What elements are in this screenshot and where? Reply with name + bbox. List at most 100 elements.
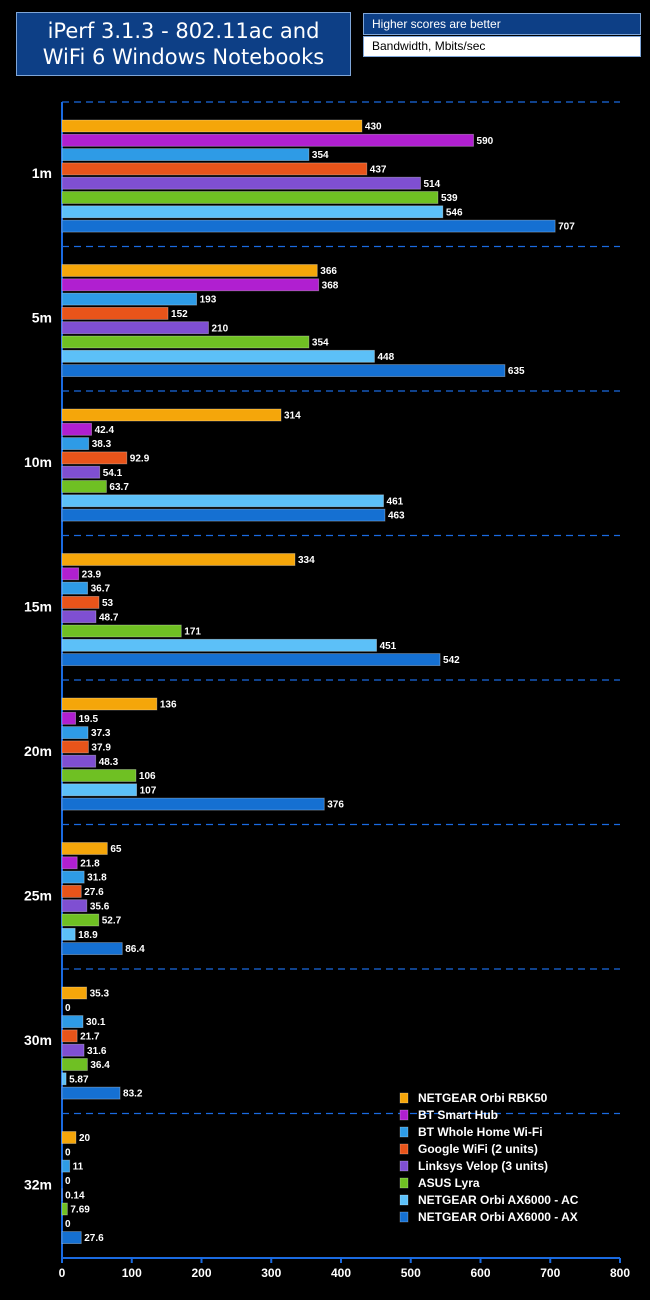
chart-title: iPerf 3.1.3 - 802.11ac and WiFi 6 Window… [16,12,351,76]
legend-marker [399,1143,409,1155]
bar [61,726,89,739]
bar [61,278,320,292]
data-label: 11 [73,1162,84,1173]
data-label: 0 [65,1219,71,1230]
data-label: 437 [370,165,387,176]
y-tick-label: 5m [32,309,52,325]
bar [61,942,123,955]
bar [61,1043,85,1057]
bar [61,769,137,782]
x-tick-label: 400 [331,1266,351,1280]
data-label: 86.4 [125,944,145,955]
legend-marker [399,1160,409,1172]
data-label: 54.1 [103,468,123,479]
data-label: 7.69 [70,1205,90,1216]
data-label: 542 [443,655,460,666]
data-label: 463 [388,511,405,522]
data-label: 48.3 [99,757,119,768]
data-label: 539 [441,193,458,204]
bar [61,408,282,422]
data-label: 334 [298,555,315,566]
bar [61,422,92,436]
bar [61,610,97,624]
data-label: 451 [380,641,397,652]
data-label: 210 [211,323,228,334]
bar [61,1015,84,1028]
bar [61,1086,121,1100]
x-tick-label: 600 [470,1266,490,1280]
x-tick-label: 700 [540,1266,560,1280]
data-label: 36.4 [90,1060,110,1071]
bar [61,1159,71,1173]
bar [61,451,128,465]
data-label: 19.5 [79,714,99,725]
bar [61,205,444,219]
data-label: 52.7 [102,916,122,927]
data-label: 38.3 [92,439,112,450]
bar [61,321,209,335]
y-tick-label: 20m [24,743,52,759]
data-label: 18.9 [78,930,98,941]
data-label: 635 [508,366,525,377]
y-tick-label: 10m [24,454,52,470]
bar [61,624,182,638]
bar [61,264,318,277]
bar [61,899,88,913]
data-label: 171 [184,627,201,638]
data-label: 27.6 [84,1233,104,1244]
bar [61,754,97,768]
data-label: 21.7 [80,1032,100,1043]
bar [61,913,100,927]
bar [61,349,375,363]
bar [61,638,377,652]
legend-marker [399,1092,409,1104]
bar [61,885,82,898]
data-label: 31.8 [87,873,107,884]
legend-label: NETGEAR Orbi RBK50 [418,1091,548,1105]
data-label: 354 [312,150,329,161]
x-tick-label: 100 [122,1266,142,1280]
legend-label: Google WiFi (2 units) [418,1142,538,1156]
data-label: 707 [558,222,575,233]
bar [61,162,368,176]
legend-marker [399,1211,409,1223]
bar [61,176,421,190]
bar [61,581,88,595]
data-label: 193 [200,295,217,306]
data-label: 314 [284,411,301,422]
legend-label: Linksys Velop (3 units) [418,1159,548,1173]
data-label: 354 [312,338,329,349]
data-label: 106 [139,771,156,782]
data-label: 430 [365,122,382,133]
x-tick-label: 500 [401,1266,421,1280]
bar [61,870,85,884]
data-label: 376 [327,800,344,811]
data-label: 42.4 [95,425,115,436]
bar [61,797,325,811]
data-label: 368 [322,280,339,291]
data-label: 31.6 [87,1046,107,1057]
bar [61,1029,78,1043]
bar [61,335,310,349]
data-label: 37.3 [91,728,111,739]
bar [61,494,384,508]
data-label: 35.6 [90,901,110,912]
data-label: 20 [79,1133,91,1144]
data-label: 23.9 [82,569,102,580]
bar [61,480,107,493]
y-tick-label: 15m [24,598,52,614]
data-label: 27.6 [84,887,104,898]
y-tick-label: 32m [24,1176,52,1192]
data-label: 63.7 [109,482,129,493]
data-label: 36.7 [91,584,111,595]
bar [61,697,158,711]
legend-label: NETGEAR Orbi AX6000 - AC [418,1193,579,1207]
data-label: 448 [377,352,394,363]
data-label: 107 [140,785,157,796]
data-label: 30.1 [86,1017,106,1028]
bar [61,596,100,609]
data-label: 0.14 [65,1190,85,1201]
bar [61,306,169,320]
bar [61,1202,68,1216]
bar [61,711,77,725]
